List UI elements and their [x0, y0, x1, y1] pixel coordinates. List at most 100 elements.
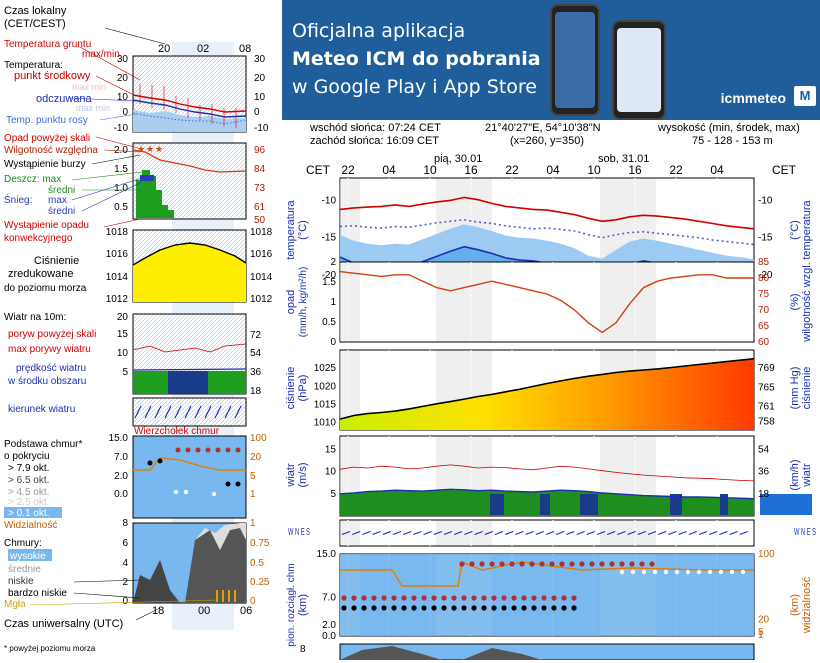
legend-precip-panel: ★ ★ ★ 2.0 1.5 1.0 0.5 96 84 73 61 50 Opad … — [4, 133, 266, 244]
wind-line — [339, 488, 755, 500]
cloud-dot — [461, 595, 467, 601]
cloud-dot — [431, 605, 437, 611]
cloud-dot — [652, 569, 658, 575]
wind-arrow — [545, 530, 555, 536]
wind-arrow — [627, 530, 636, 536]
cloud-dot — [559, 561, 565, 567]
altitude-label: wysokość (min, środek, max) — [658, 122, 800, 134]
lg-precip-tick: 2.0 — [114, 145, 128, 156]
cloud-dot — [541, 605, 547, 611]
coords: 21°40'27"E, 54°10'38"N — [485, 122, 601, 134]
cloud-dot — [411, 595, 417, 601]
lg-hum-tick: 73 — [254, 183, 266, 194]
lg-temperature: Temperatura: — [4, 60, 63, 71]
lg-okt-4: > 0.1 okt. — [8, 508, 49, 519]
cloud-dot — [491, 595, 497, 601]
wind-arrow — [708, 530, 718, 536]
cloud-dot — [459, 561, 465, 567]
pres-unit-left: (hPa) — [297, 375, 309, 402]
precip-ticks-r: 85 80 75 70 65 60 — [758, 257, 770, 348]
wind-arrow — [566, 530, 575, 536]
wind-arrow — [341, 530, 351, 536]
pres-label-left: ciśnienie — [285, 367, 297, 410]
lg-wind-dir: kierunek wiatru — [8, 404, 75, 415]
wind-arrow — [688, 530, 698, 536]
pres-ticks-r: 769 765 761 758 — [758, 363, 775, 427]
axis-tick: 7.0 — [322, 593, 336, 604]
legend-winddir-panel: kierunek wiatru Wierzchołek chmur — [8, 397, 247, 437]
lg-gust-max: max porywy wiatru — [8, 344, 91, 355]
cloud-dot — [707, 569, 713, 575]
legend-svg: Czas lokalny (CET/CEST) 20 02 08 30 20 1… — [4, 5, 273, 653]
svg-text:★: ★ — [146, 144, 154, 154]
lg-cl-tick: 2 — [122, 577, 128, 588]
legend-hour-20: 20 — [158, 43, 170, 55]
lg-temp-tick: 0 — [122, 107, 128, 118]
night-shade — [436, 521, 492, 545]
lg-cl-mid: średnie — [8, 564, 41, 575]
cloud-dot — [571, 605, 577, 611]
cloud-shape — [462, 648, 542, 660]
hour-label: 22 — [341, 163, 355, 177]
wind-arrow — [555, 530, 565, 536]
day-label-2: sob, 31.01 — [598, 153, 649, 165]
cloud-dot — [569, 561, 575, 567]
cloud-dot — [471, 595, 477, 601]
axis-tick: 0.5 — [322, 317, 336, 328]
meteogram-main: CET CET pią, 30.01 sob, 31.01 22 04 10 16 22… — [282, 150, 820, 663]
cloud-dot — [501, 595, 507, 601]
lg-windsock: Wierzchołek chmur — [134, 426, 220, 437]
cloud-dot — [571, 595, 577, 601]
wind-arrow — [351, 530, 361, 536]
legend-wind-arrow — [174, 405, 182, 419]
legend-wind-arrow — [224, 405, 232, 419]
lg-pres-tick-r: 1016 — [250, 249, 273, 260]
lg-cb-tick-r: 100 — [250, 433, 267, 444]
temp-ticks-l: -10 -15 -20 — [322, 195, 337, 281]
wind-arrow — [617, 530, 626, 536]
legend-temp-panel: 30 20 10 0 -10 30 20 10 0 -10 Temperatur… — [4, 39, 269, 134]
app-banner[interactable]: Oficjalna aplikacja Meteo ICM do pobrani… — [282, 0, 820, 120]
lg-wind-tick: 15 — [117, 329, 129, 340]
wind-arrow — [362, 530, 371, 536]
lg-pressure: Ciśnienie — [34, 255, 79, 267]
lg-temp-tick-r: 30 — [254, 54, 266, 65]
cloud-dot — [361, 605, 367, 611]
lg-visibility: Widzialność — [4, 520, 57, 531]
wind-arrow — [596, 530, 606, 536]
precip-unit-left: (mm/h, kg/m²/h) — [298, 267, 309, 338]
cloud-dot — [481, 605, 487, 611]
legend-wind-arrow — [234, 405, 242, 419]
wind-ticks-r: 54 36 18 — [758, 444, 770, 499]
wind-arrow — [698, 530, 708, 536]
cloud-dot — [561, 595, 567, 601]
cloud-shape — [340, 646, 442, 660]
lg-rain-avg: średni — [48, 185, 75, 196]
cloud-dot — [481, 595, 487, 601]
hour-label: 16 — [464, 163, 478, 177]
cloud-dot — [451, 595, 457, 601]
lg-pressure-3: do poziomu morza — [4, 283, 87, 294]
wind-arrow — [668, 530, 677, 536]
axis-tick: -10 — [758, 195, 773, 206]
axis-tick: 15.0 — [317, 549, 337, 560]
temp-label-left: temperatura — [285, 199, 297, 259]
lg-temp-tick: -10 — [114, 123, 129, 134]
axis-tick: -15 — [322, 233, 337, 244]
lg-pres-tick: 1012 — [106, 294, 129, 305]
axis-tick: -15 — [758, 233, 773, 244]
lg-cb-tick-r: 5 — [250, 471, 256, 482]
cloud-dot — [401, 605, 407, 611]
meteo-badge: M — [794, 86, 816, 106]
cloud-dot — [391, 605, 397, 611]
meteogram-svg: CET CET pią, 30.01 sob, 31.01 22 04 10 16 22… — [285, 153, 816, 661]
lg-humidity: Wilgotność względna — [4, 145, 98, 156]
cb-unit-left: (km) — [297, 594, 309, 616]
wind-arrow — [423, 530, 432, 536]
wind-unit-left: (m/s) — [297, 462, 309, 487]
axis-tick: 761 — [758, 402, 775, 413]
lg-wind-tick-r: 72 — [250, 330, 262, 341]
day-label-1: pią, 30.01 — [434, 153, 482, 165]
wind-arrow — [729, 530, 738, 536]
